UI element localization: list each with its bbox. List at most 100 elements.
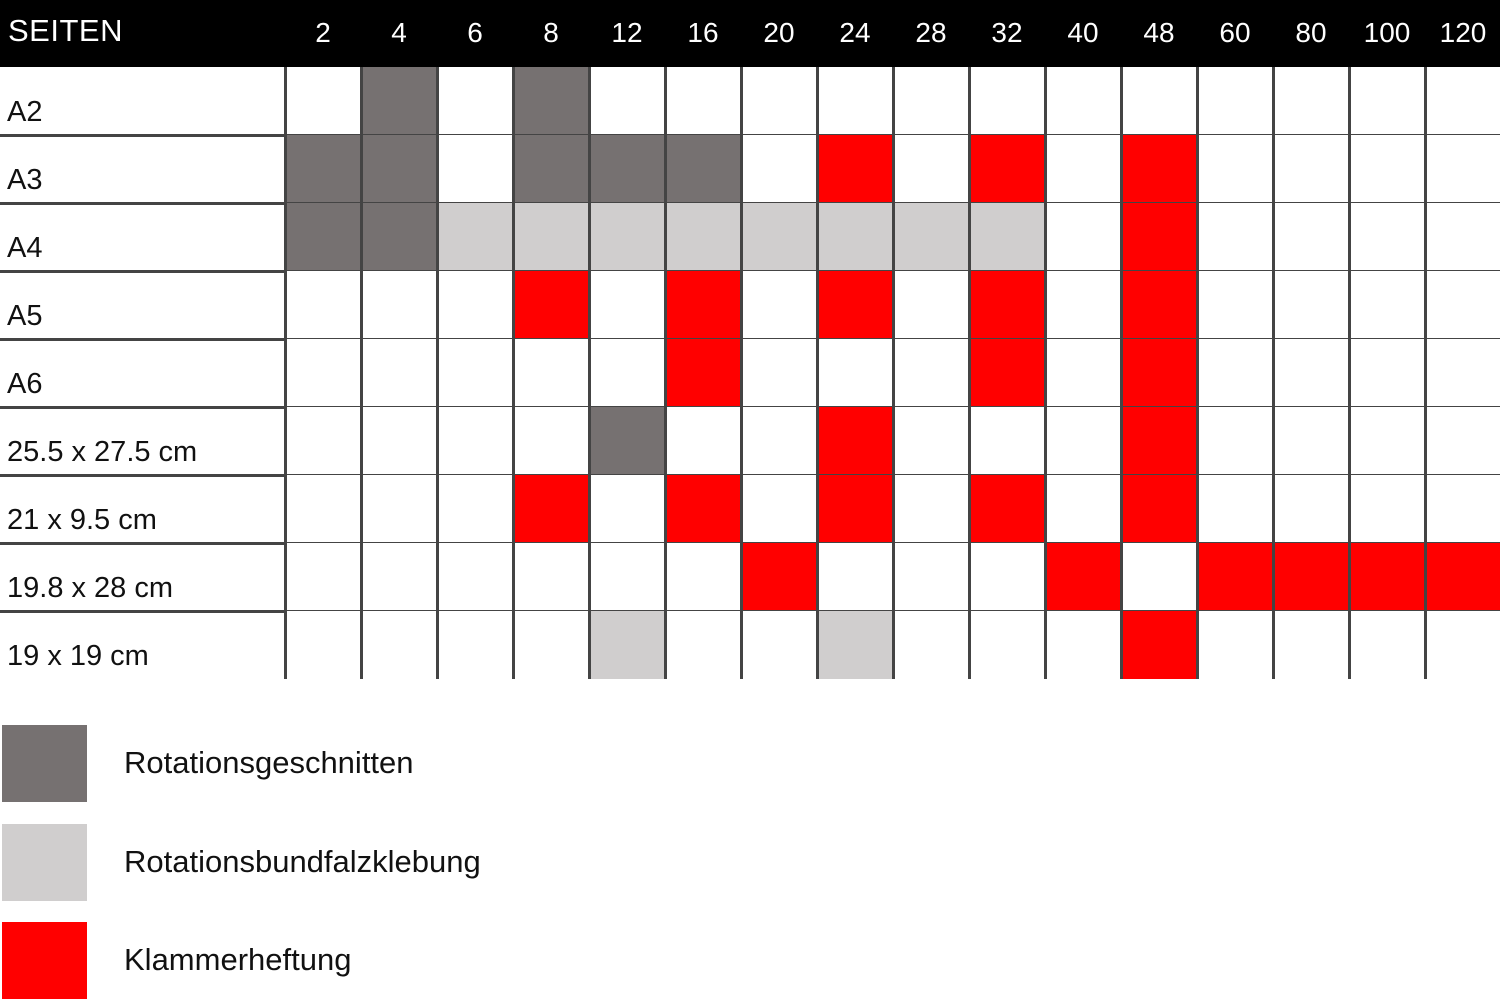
matrix-cell-empty — [285, 543, 361, 611]
matrix-cell-empty — [361, 339, 437, 407]
matrix-cell-empty — [741, 135, 817, 203]
matrix-cell-empty — [665, 67, 741, 135]
column-divider — [892, 67, 895, 679]
matrix-cell-G — [285, 203, 361, 271]
column-divider — [1120, 67, 1123, 679]
row-label: A4 — [7, 232, 43, 264]
matrix-cell-empty — [361, 271, 437, 339]
matrix-cell-K — [1425, 543, 1500, 611]
row-label: 25.5 x 27.5 cm — [7, 436, 198, 468]
row-label: 19 x 19 cm — [7, 640, 149, 672]
matrix-cell-empty — [893, 271, 969, 339]
matrix-cell-B — [513, 203, 589, 271]
column-header-80: 80 — [1295, 17, 1327, 48]
matrix-cell-empty — [513, 339, 589, 407]
table-row: A3 — [0, 135, 1500, 203]
legend-item: Rotationsgeschnitten — [2, 725, 602, 802]
column-divider — [664, 67, 667, 679]
legend-swatch — [2, 725, 87, 802]
column-divider — [1348, 67, 1351, 679]
matrix-cell-empty — [1121, 543, 1197, 611]
column-header-40: 40 — [1067, 17, 1099, 48]
matrix-cell-empty — [1425, 135, 1500, 203]
column-divider — [1044, 67, 1047, 679]
matrix-cell-K — [665, 475, 741, 543]
matrix-cell-empty — [1197, 203, 1273, 271]
matrix-cell-empty — [1197, 135, 1273, 203]
matrix-cell-K — [1349, 543, 1425, 611]
matrix-cell-K — [1121, 611, 1197, 679]
matrix-cell-empty — [1197, 611, 1273, 679]
matrix-cell-empty — [1045, 339, 1121, 407]
matrix-cell-empty — [589, 475, 665, 543]
row-label: A2 — [7, 96, 43, 128]
column-divider — [360, 67, 363, 679]
matrix-cell-empty — [437, 611, 513, 679]
matrix-cell-empty — [1273, 611, 1349, 679]
matrix-cell-empty — [817, 67, 893, 135]
matrix-cell-G — [285, 135, 361, 203]
matrix-cell-empty — [589, 271, 665, 339]
matrix-cell-B — [817, 611, 893, 679]
matrix-cell-empty — [741, 339, 817, 407]
table-row: 19 x 19 cm — [0, 611, 1500, 679]
matrix-cell-B — [437, 203, 513, 271]
matrix-cell-K — [1121, 271, 1197, 339]
matrix-cell-empty — [1349, 339, 1425, 407]
column-divider — [284, 67, 287, 679]
matrix-cell-empty — [1273, 407, 1349, 475]
matrix-cell-empty — [1425, 407, 1500, 475]
column-header-4: 4 — [391, 17, 407, 48]
matrix-cell-empty — [437, 135, 513, 203]
matrix-cell-G — [361, 67, 437, 135]
column-divider — [816, 67, 819, 679]
matrix-cell-empty — [1197, 407, 1273, 475]
column-divider — [1424, 67, 1427, 679]
column-header-48: 48 — [1143, 17, 1175, 48]
matrix-cell-empty — [437, 339, 513, 407]
matrix-cell-empty — [893, 407, 969, 475]
table-row: 19.8 x 28 cm — [0, 543, 1500, 611]
column-divider — [1272, 67, 1275, 679]
table-header: SEITEN 2 4 6 8 12 16 20 24 28 32 40 48 60 80 100 120 — [0, 0, 1500, 67]
matrix-cell-empty — [665, 407, 741, 475]
matrix-cell-empty — [589, 339, 665, 407]
matrix-cell-empty — [589, 67, 665, 135]
matrix-cell-empty — [1197, 475, 1273, 543]
matrix-cell-empty — [1349, 407, 1425, 475]
matrix-cell-empty — [285, 611, 361, 679]
column-divider — [1196, 67, 1199, 679]
column-header-24: 24 — [839, 17, 871, 48]
matrix-cell-empty — [1425, 271, 1500, 339]
column-header-12: 12 — [611, 17, 643, 48]
table-row: A2 — [0, 67, 1500, 135]
matrix-cell-K — [969, 271, 1045, 339]
column-divider — [740, 67, 743, 679]
matrix-cell-empty — [1349, 475, 1425, 543]
legend-item: Klammerheftung — [2, 922, 602, 999]
row-label: 21 x 9.5 cm — [7, 504, 157, 536]
matrix-cell-empty — [893, 339, 969, 407]
column-divider — [512, 67, 515, 679]
matrix-cell-empty — [817, 543, 893, 611]
matrix-cell-K — [665, 339, 741, 407]
matrix-cell-empty — [1273, 67, 1349, 135]
matrix-cell-B — [893, 203, 969, 271]
matrix-cell-empty — [1349, 271, 1425, 339]
matrix-cell-empty — [741, 475, 817, 543]
matrix-cell-empty — [665, 611, 741, 679]
matrix-cell-empty — [513, 407, 589, 475]
column-divider — [436, 67, 439, 679]
matrix-cell-empty — [893, 611, 969, 679]
matrix-cell-empty — [741, 67, 817, 135]
matrix-cell-K — [1045, 543, 1121, 611]
matrix-cell-empty — [893, 543, 969, 611]
matrix-cell-B — [969, 203, 1045, 271]
matrix-cell-empty — [285, 475, 361, 543]
matrix-cell-G — [589, 407, 665, 475]
matrix-cell-empty — [437, 271, 513, 339]
matrix-cell-empty — [1197, 339, 1273, 407]
matrix-cell-K — [969, 475, 1045, 543]
matrix-cell-empty — [741, 407, 817, 475]
matrix-cell-empty — [969, 611, 1045, 679]
